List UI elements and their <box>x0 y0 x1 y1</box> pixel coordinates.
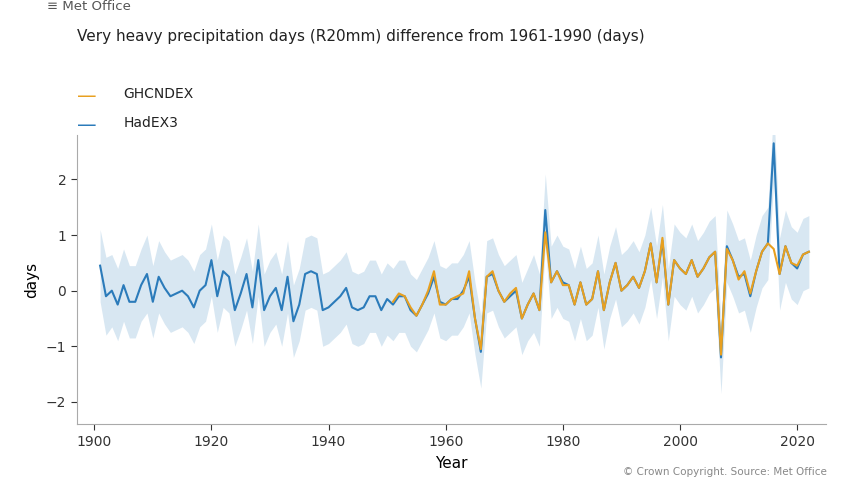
X-axis label: Year: Year <box>435 455 468 470</box>
Text: —: — <box>77 116 96 134</box>
Text: ≡ Met Office: ≡ Met Office <box>47 0 130 13</box>
Y-axis label: days: days <box>24 262 39 297</box>
Text: HadEX3: HadEX3 <box>124 116 178 130</box>
Text: GHCNDEX: GHCNDEX <box>124 87 193 101</box>
Text: © Crown Copyright. Source: Met Office: © Crown Copyright. Source: Met Office <box>623 467 826 477</box>
Text: Very heavy precipitation days (R20mm) difference from 1961-1990 (days): Very heavy precipitation days (R20mm) di… <box>77 29 644 44</box>
Text: —: — <box>77 87 96 106</box>
